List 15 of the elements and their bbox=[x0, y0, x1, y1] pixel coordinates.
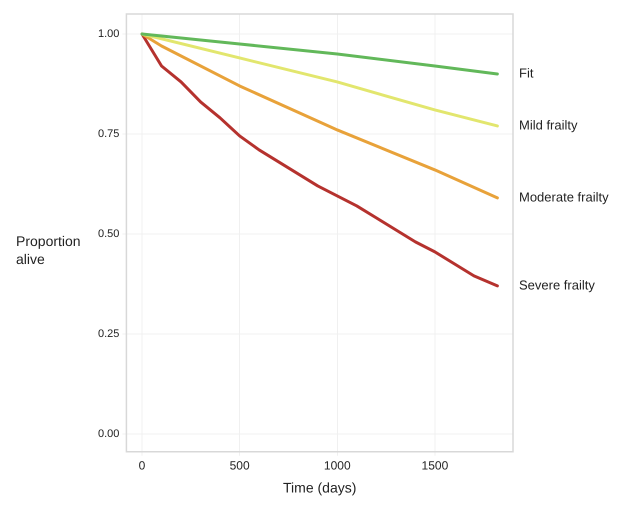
x-tick-label: 1000 bbox=[324, 458, 351, 472]
y-tick-label: 1.00 bbox=[98, 28, 120, 40]
x-tick-label: 1500 bbox=[422, 458, 449, 472]
y-axis-title: Proportion alive bbox=[16, 232, 82, 268]
x-tick-label: 0 bbox=[138, 458, 146, 472]
series-label: Moderate frailty bbox=[519, 189, 610, 204]
x-tick-label: 500 bbox=[230, 458, 250, 472]
y-tick-label: 0.75 bbox=[98, 128, 120, 140]
series-label: Severe frailty bbox=[519, 277, 596, 292]
x-axis-title: Time (days) bbox=[283, 479, 356, 496]
y-tick-label: 0.25 bbox=[98, 328, 120, 340]
y-tick-label: 0.00 bbox=[98, 428, 120, 440]
y-tick-label: 0.50 bbox=[98, 228, 120, 240]
series-label: Mild frailty bbox=[519, 118, 578, 133]
series-label: Fit bbox=[519, 66, 534, 81]
